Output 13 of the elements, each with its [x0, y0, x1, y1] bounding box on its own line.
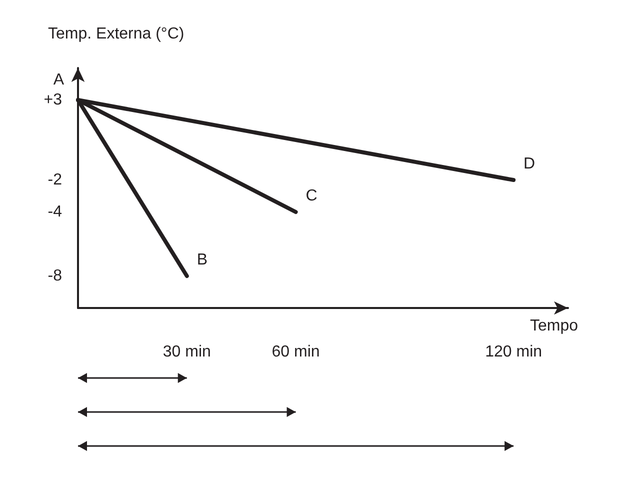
y-tick-label: -8: [48, 268, 62, 284]
y-axis-title: Temp. Externa (°C): [48, 26, 184, 42]
x-axis-title: Tempo: [530, 318, 578, 334]
annotation: C: [306, 188, 318, 204]
annotation: D: [524, 156, 536, 172]
annotation: A: [53, 72, 64, 88]
y-tick-label: +3: [44, 92, 62, 108]
x-tick-label: 120 min: [485, 344, 542, 360]
annotation: B: [196, 252, 208, 268]
y-tick-label: -2: [48, 172, 62, 188]
x-tick-label: 60 min: [272, 344, 320, 360]
x-tick-label: 30 min: [162, 344, 211, 360]
y-tick-label: -4: [48, 204, 62, 220]
